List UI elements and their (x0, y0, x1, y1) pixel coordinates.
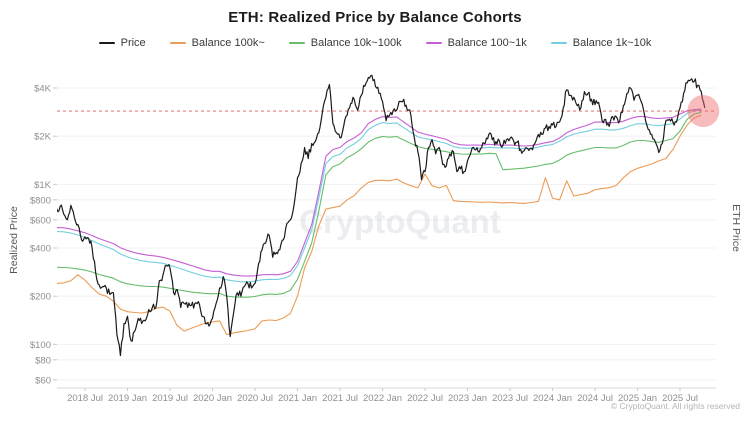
legend-label: Balance 10k~100k (310, 37, 402, 49)
legend-swatch-balance-1k-10k (550, 42, 567, 44)
x-tick-label: 2019 Jul (152, 393, 188, 404)
series-line-balance-100k (57, 114, 702, 336)
y-tick-label: $400 (30, 244, 51, 255)
y-tick-label: $80 (35, 355, 51, 366)
x-tick-label: 2024 Jul (577, 393, 613, 404)
series-line-balance-100-1k (57, 108, 702, 277)
x-tick-label: 2025 Jul (662, 393, 698, 404)
legend-swatch-balance-100-1k (425, 42, 442, 44)
x-tick-label: 2018 Jul (67, 393, 103, 404)
legend-label: Balance 100k~ (191, 37, 265, 49)
watermark-text: CryptoQuant (299, 203, 501, 240)
y-tick-label: $2K (34, 132, 52, 143)
legend-label: Balance 100~1k (447, 37, 527, 49)
x-tick-label: 2020 Jul (237, 393, 273, 404)
y-axis-title: Realized Price (8, 206, 20, 274)
x-tick-label: 2022 Jan (363, 393, 402, 404)
x-tick-label: 2021 Jan (278, 393, 317, 404)
chart-title: ETH: Realized Price by Balance Cohorts (228, 9, 522, 26)
y-tick-label: $60 (35, 375, 51, 386)
series-line-balance-10k-100k (57, 111, 702, 298)
x-tick-label: 2020 Jan (193, 393, 232, 404)
x-tick-label: 2019 Jan (108, 393, 147, 404)
legend: Price Balance 100k~ Balance 10k~100k Balanc… (0, 37, 750, 49)
x-tick-label: 2022 Jul (407, 393, 443, 404)
legend-item-balance-100k[interactable]: Balance 100k~ (169, 37, 265, 49)
x-tick-label: 2025 Jan (618, 393, 657, 404)
y-tick-label: $1K (34, 180, 52, 191)
legend-swatch-balance-10k-100k (288, 42, 305, 44)
copyright-notice: © CryptoQuant. All rights reserved (610, 401, 740, 411)
y-tick-label: $100 (30, 340, 51, 351)
legend-swatch-balance-100k (169, 42, 186, 44)
highlight-circle (687, 95, 720, 128)
x-tick-label: 2023 Jul (492, 393, 528, 404)
y-tick-label: $200 (30, 292, 51, 303)
series-line-balance-1k-10k (57, 109, 702, 283)
y-tick-label: $4K (34, 84, 52, 95)
x-tick-label: 2024 Jan (533, 393, 572, 404)
legend-swatch-price (98, 42, 115, 44)
y-tick-label: $800 (30, 195, 51, 206)
x-tick-label: 2023 Jan (448, 393, 487, 404)
legend-item-balance-100-1k[interactable]: Balance 100~1k (425, 37, 527, 49)
legend-item-price[interactable]: Price (98, 37, 146, 49)
legend-label: Balance 1k~10k (572, 37, 652, 49)
y-tick-label: $600 (30, 215, 51, 226)
legend-item-balance-10k-100k[interactable]: Balance 10k~100k (288, 37, 402, 49)
x-tick-label: 2021 Jul (322, 393, 358, 404)
series-line-price (57, 74, 706, 357)
legend-item-balance-1k-10k[interactable]: Balance 1k~10k (550, 37, 652, 49)
legend-label: Price (120, 37, 146, 49)
right-axis-title: ETH Price (730, 204, 742, 252)
